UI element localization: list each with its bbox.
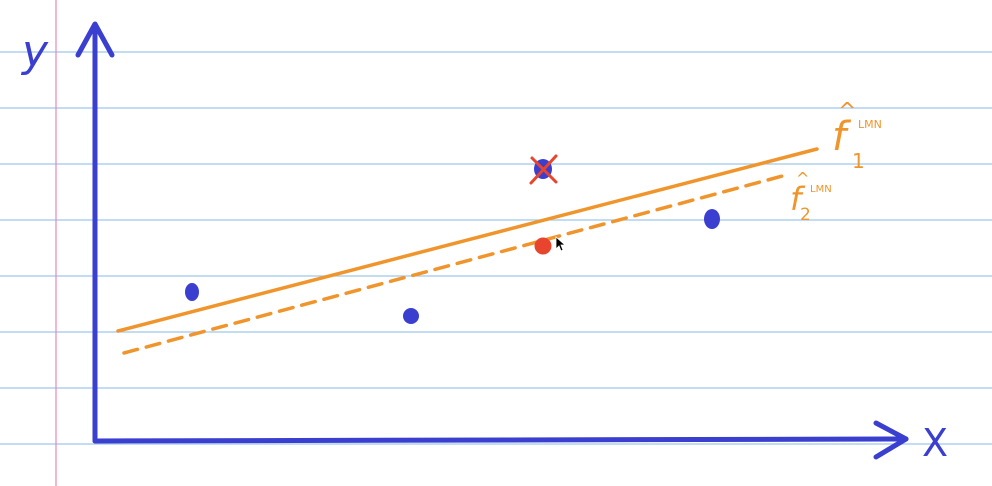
x-axis-arrowhead — [873, 420, 909, 460]
x-axis-label: X — [922, 421, 948, 465]
f2-label-hat: ^ — [796, 169, 809, 188]
fit-line-f1 — [116, 147, 819, 333]
mouse-cursor-icon — [555, 236, 567, 252]
fit-line-f2 — [122, 172, 792, 355]
data-point-new — [534, 237, 552, 255]
data-point-1 — [185, 283, 199, 301]
f2-label-subscript: 2 — [800, 205, 811, 225]
cross-stroke — [529, 154, 558, 185]
data-point-2 — [403, 308, 419, 324]
f1-label-subscript: 1 — [852, 149, 865, 173]
y-axis-label: y — [20, 26, 49, 77]
data-point-4 — [704, 209, 720, 229]
removed-point-cross — [529, 154, 558, 185]
y-axis-arrowhead — [75, 21, 115, 58]
axes — [75, 21, 909, 460]
f2-label: f ^ LMN 2 — [790, 169, 832, 225]
f1-label-hat: ^ — [838, 99, 856, 124]
f2-label-superscript: LMN — [810, 184, 832, 195]
x-axis — [92, 436, 909, 444]
f1-label-superscript: LMN — [858, 118, 882, 131]
ruled-lines — [0, 51, 992, 445]
